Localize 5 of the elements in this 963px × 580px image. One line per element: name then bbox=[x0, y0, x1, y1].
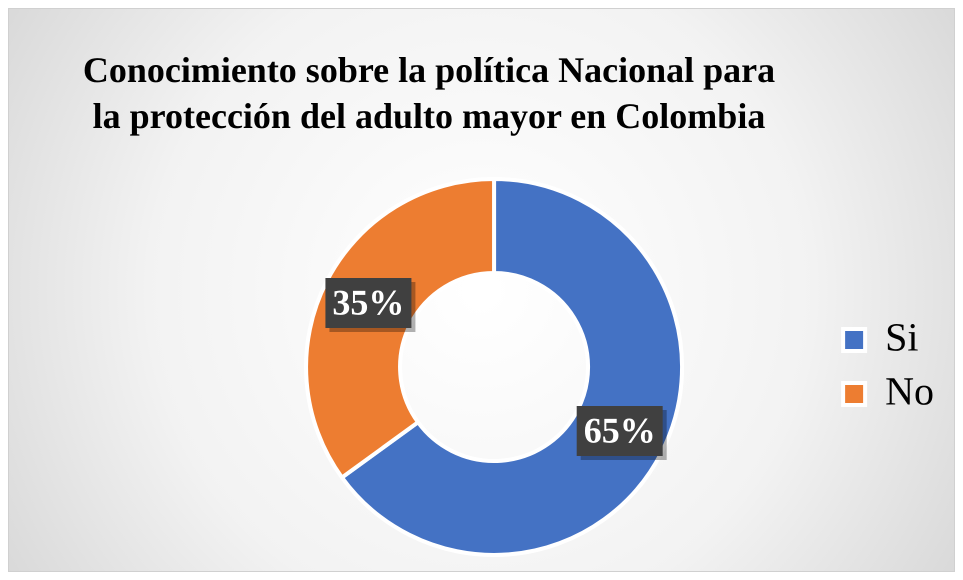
chart-title: Conocimiento sobre la política Nacional para la protección del adulto mayor en Colombia bbox=[82, 49, 776, 138]
legend-label: No bbox=[885, 368, 934, 414]
data-label: 65% bbox=[584, 410, 656, 450]
data-label: 35% bbox=[332, 282, 404, 322]
legend-label: Si bbox=[885, 314, 918, 360]
